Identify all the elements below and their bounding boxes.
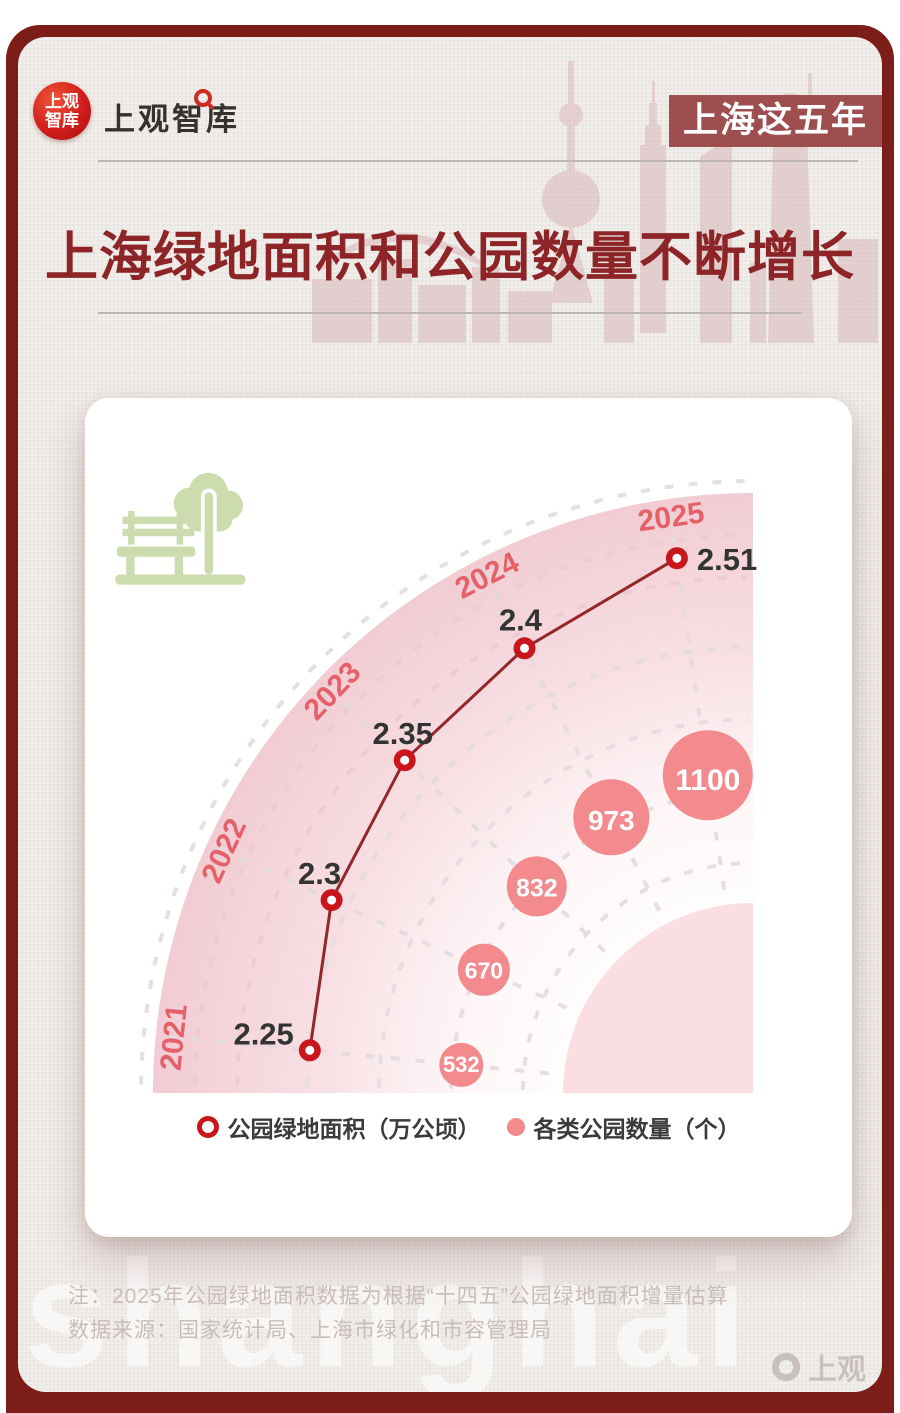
svg-text:832: 832 xyxy=(516,874,558,902)
svg-text:1100: 1100 xyxy=(675,764,740,797)
chart-card: 2021 2022 2023 2024 2025 532 670 832 973 1100 2.25… xyxy=(85,398,852,1237)
aperture-icon xyxy=(771,1352,801,1382)
svg-text:532: 532 xyxy=(443,1052,480,1077)
bubble-series-marker xyxy=(506,1118,525,1136)
line-series-label: 公园绿地面积（万公顷） xyxy=(227,1116,481,1142)
magnifier-icon xyxy=(194,89,212,107)
svg-text:670: 670 xyxy=(465,957,503,983)
bubble-series-label: 各类公园数量（个） xyxy=(533,1116,741,1142)
park-bench-tree-icon xyxy=(115,472,246,585)
shangguan-wordmark: 上观智库 xyxy=(104,89,240,139)
legend-item-bubble: 各类公园数量（个） xyxy=(506,1110,741,1144)
svg-text:2.51: 2.51 xyxy=(697,542,757,577)
seal-text-bottom: 智库 xyxy=(45,111,79,130)
svg-text:2.35: 2.35 xyxy=(373,716,433,751)
chart-legend: 公园绿地面积（万公顷） 各类公园数量（个） xyxy=(85,1110,852,1144)
shangguan-logo-seal: 上观 智库 xyxy=(33,82,91,140)
shanghai-text-watermark: shanghai xyxy=(24,1229,756,1392)
header-divider xyxy=(98,160,858,162)
svg-text:2.25: 2.25 xyxy=(233,1016,293,1051)
title-divider xyxy=(98,312,802,314)
fan-chart: 2021202220232024202553267083297311002.25… xyxy=(139,479,757,1093)
seal-text-top: 上观 xyxy=(45,92,79,111)
wordmark-text: 上观智库 xyxy=(104,102,240,137)
jiefang-corner-logo: 上观 xyxy=(770,1346,866,1388)
note-line-2: 数据来源：国家统计局、上海市绿化和市容管理局 xyxy=(68,1319,552,1342)
corner-logo-text: 上观 xyxy=(807,1354,866,1386)
note-line-1: 注：2025年公园绿地面积数据为根据“十四五”公园绿地面积增量估算 xyxy=(68,1285,729,1308)
legend-item-line: 公园绿地面积（万公顷） xyxy=(196,1110,481,1144)
shanghai-skyline-watermark xyxy=(312,61,878,343)
svg-text:973: 973 xyxy=(588,805,635,836)
page-title: 上海绿地面积和公园数量不断增长 xyxy=(45,228,855,287)
svg-text:2.3: 2.3 xyxy=(298,856,341,891)
svg-text:2021: 2021 xyxy=(155,1002,194,1072)
series-badge: 上海这五年 xyxy=(668,95,882,147)
content-area: shanghai 上观 智库 上观智库 上海这五年 上海绿地面积和公园数量不断增… xyxy=(18,37,882,1392)
footnotes: 注：2025年公园绿地面积数据为根据“十四五”公园绿地面积增量估算 数据来源：国… xyxy=(68,1280,729,1348)
svg-text:2.4: 2.4 xyxy=(499,602,543,637)
line-series-marker xyxy=(196,1116,219,1138)
